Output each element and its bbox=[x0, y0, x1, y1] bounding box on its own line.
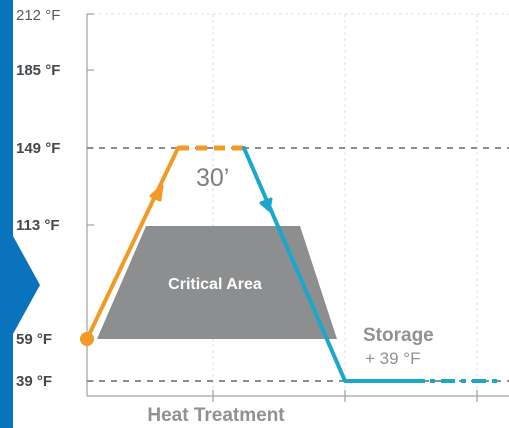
y-tick-label-185: 185 °F bbox=[16, 62, 60, 79]
sidebar-accent-bar bbox=[0, 0, 13, 428]
hold-time-label: 30’ bbox=[196, 164, 229, 192]
y-tick-label-149: 149 °F bbox=[16, 140, 60, 157]
heating-start-point bbox=[80, 332, 94, 346]
storage-title: Storage bbox=[363, 325, 434, 346]
storage-temperature: + 39 °F bbox=[365, 349, 420, 368]
y-tick-label-212: 212 °F bbox=[16, 7, 60, 24]
heating-rise-line bbox=[85, 146, 180, 341]
sidebar-arrow-icon bbox=[13, 236, 40, 334]
y-tick-label-39: 39 °F bbox=[16, 373, 52, 390]
y-tick-label-113: 113 °F bbox=[16, 217, 60, 234]
critical-area-label: Critical Area bbox=[168, 276, 262, 293]
cooling-fall-line bbox=[242, 146, 347, 383]
cooling-direction-arrow-icon bbox=[259, 197, 273, 212]
y-tick-label-59: 59 °F bbox=[16, 331, 52, 348]
heating-direction-arrow-icon bbox=[149, 184, 164, 202]
critical-area bbox=[97, 226, 337, 339]
x-tick-marks bbox=[212, 390, 478, 402]
x-axis-label: Heat Treatment bbox=[147, 405, 285, 426]
